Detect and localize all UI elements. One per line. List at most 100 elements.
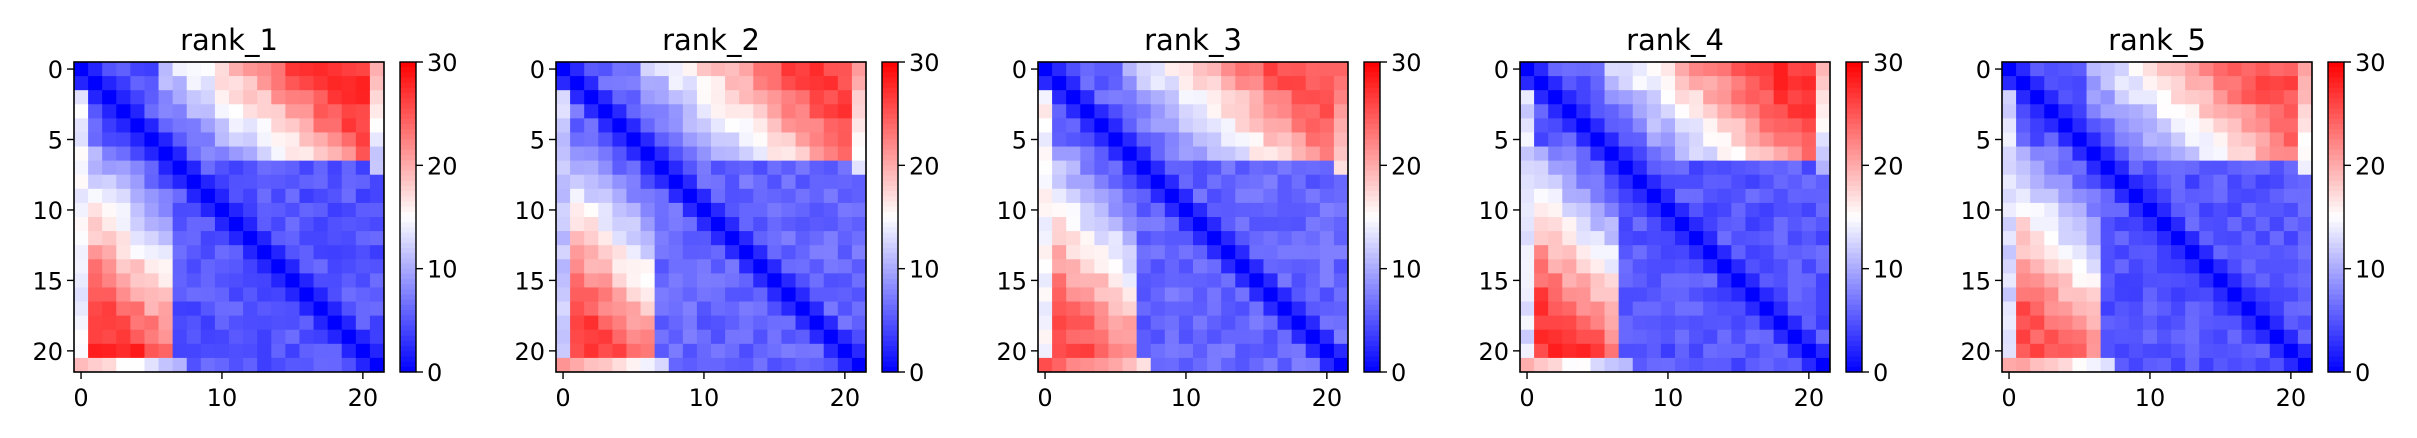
heatmap-cell [626, 273, 642, 288]
heatmap-cell [1520, 357, 1535, 373]
heatmap-cell [1291, 217, 1307, 232]
colorbar-segment [1846, 227, 1862, 234]
heatmap-cell [1548, 245, 1563, 260]
colorbar-segment [400, 325, 416, 332]
heatmap-cell [739, 188, 754, 204]
heatmap-cell [781, 245, 797, 260]
heatmap-cell [767, 76, 782, 91]
heatmap-cell [1604, 343, 1620, 359]
heatmap-cell [570, 315, 585, 331]
heatmap-cell [2086, 343, 2102, 359]
heatmap-cell [1703, 357, 1718, 373]
heatmap-cell [2157, 273, 2172, 288]
heatmap-cell [1249, 188, 1264, 204]
heatmap-cell [1122, 217, 1138, 232]
heatmap-cell [584, 146, 599, 162]
heatmap-cell [654, 146, 670, 162]
y-tick-label: 0 [48, 56, 63, 84]
heatmap-cell [2157, 287, 2172, 303]
heatmap-cell [102, 245, 117, 260]
heatmap-cell [200, 202, 216, 218]
heatmap-cell [1319, 231, 1335, 246]
colorbar-segment [400, 191, 416, 197]
heatmap-cell [837, 287, 853, 303]
heatmap-cell [1052, 301, 1067, 317]
heatmap-cell [2227, 287, 2243, 303]
colorbar-segment [400, 330, 416, 337]
heatmap-cell [1178, 245, 1194, 260]
heatmap-cell [1221, 76, 1236, 91]
heatmap-cell [2241, 343, 2257, 359]
heatmap-cell [640, 118, 656, 133]
heatmap-cell [851, 217, 867, 232]
heatmap-cell [341, 146, 357, 162]
colorbar-segment [2328, 124, 2344, 130]
heatmap-cell [1618, 301, 1634, 317]
colorbar-segment [1364, 284, 1380, 290]
heatmap-cell [355, 301, 371, 317]
heatmap-cell [257, 231, 272, 246]
heatmap-cell [1193, 132, 1208, 148]
heatmap-cell [612, 174, 627, 190]
colorbar-segment [882, 180, 898, 187]
heatmap-cell [257, 329, 272, 345]
heatmap-cell [243, 287, 258, 303]
heatmap-cell [299, 329, 315, 345]
heatmap-cell [1675, 188, 1690, 204]
heatmap-cell [809, 90, 825, 105]
colorbar-segment [1364, 191, 1380, 197]
y-tick-label: 20 [32, 338, 63, 366]
heatmap-cell [341, 329, 357, 345]
heatmap-cell [158, 146, 174, 162]
heatmap-cell [654, 245, 670, 260]
heatmap-cell [2199, 202, 2214, 218]
heatmap-cell [1801, 301, 1817, 317]
heatmap-cell [767, 245, 782, 260]
heatmap-cell [654, 329, 670, 345]
heatmap-cell [2283, 62, 2299, 77]
heatmap-cell [1731, 188, 1746, 204]
heatmap-cell [1235, 132, 1250, 148]
colorbar-segment [1364, 211, 1380, 218]
heatmap-cell [1618, 202, 1634, 218]
heatmap-cell [2002, 301, 2017, 317]
heatmap-cell [1263, 90, 1279, 105]
heatmap-cell [116, 329, 131, 345]
colorbar-segment [882, 103, 898, 110]
heatmap-cell [1150, 259, 1166, 274]
heatmap-cell [1291, 343, 1307, 359]
heatmap-cell [837, 273, 853, 288]
heatmap-cell [1038, 301, 1053, 317]
x-tick-label: 0 [2001, 384, 2016, 412]
heatmap-cell [1646, 259, 1662, 274]
heatmap-cell [668, 146, 684, 162]
heatmap-cell [2142, 146, 2158, 162]
heatmap-cell [1108, 329, 1124, 345]
heatmap-cell [257, 174, 272, 190]
heatmap-cell [88, 287, 103, 303]
heatmap-cell [2227, 245, 2243, 260]
heatmap-cell [1576, 273, 1591, 288]
heatmap-cell [1136, 329, 1152, 345]
heatmap-cell [2297, 217, 2313, 232]
heatmap-cell [1689, 188, 1704, 204]
colorbar-segment [882, 263, 898, 270]
heatmap-cell [1207, 287, 1222, 303]
heatmap-cell [2213, 315, 2228, 331]
heatmap-cell [711, 118, 726, 133]
heatmap-cell [1604, 146, 1620, 162]
colorbar-segment [882, 206, 898, 213]
colorbar-segment [400, 242, 416, 249]
heatmap-cell [2086, 315, 2102, 331]
heatmap-cell [1221, 118, 1236, 133]
heatmap-cell [1150, 357, 1166, 373]
heatmap-cell [1773, 217, 1789, 232]
heatmap-cell [186, 132, 202, 148]
heatmap-cell [74, 104, 89, 119]
heatmap-cell [2016, 343, 2031, 359]
heatmap-cell [767, 217, 782, 232]
heatmap-cell [1038, 273, 1053, 288]
heatmap-cell [2269, 62, 2285, 77]
heatmap-cell [1249, 90, 1264, 105]
colorbar-segment [1364, 180, 1380, 187]
